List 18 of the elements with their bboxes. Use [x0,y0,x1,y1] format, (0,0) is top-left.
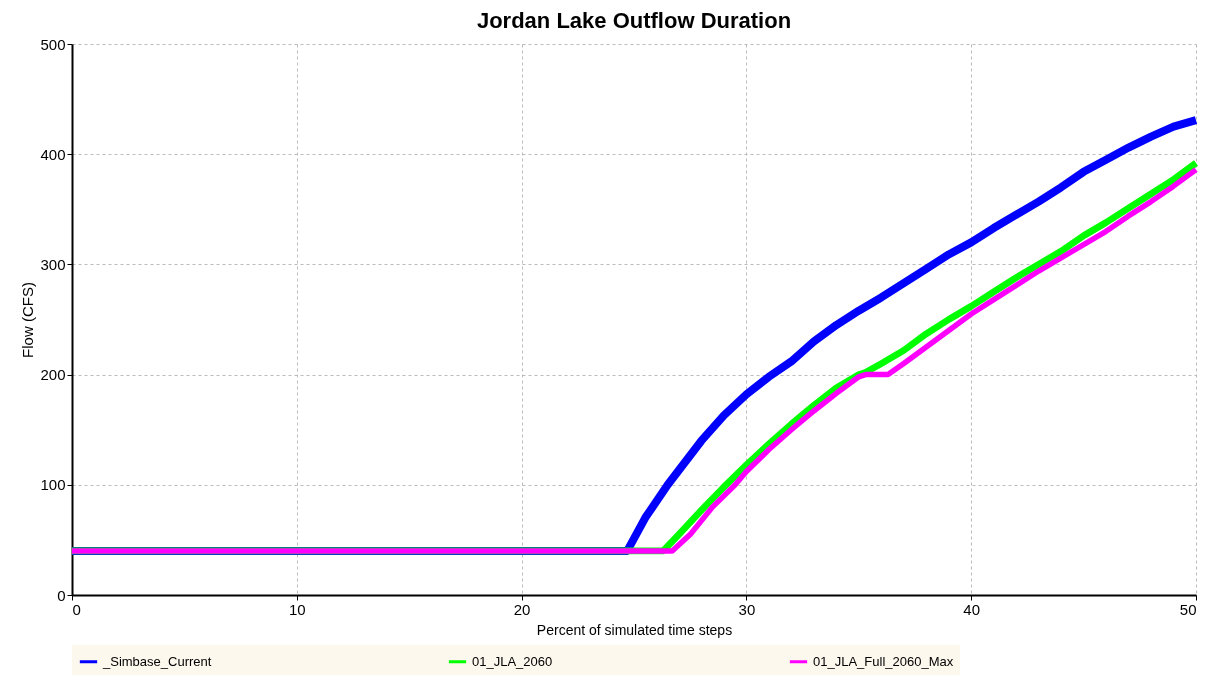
y-tick-label: 300 [40,255,66,273]
x-axis-title: Percent of simulated time steps [536,621,733,638]
x-tick-label: 30 [738,600,756,618]
y-axis-title: Flow (CFS) [19,282,37,358]
x-tick-label: 20 [513,600,531,618]
y-tick-label: 100 [40,476,66,494]
x-tick-label: 50 [1179,600,1197,618]
legend-label: 01_JLA_2060 [472,653,553,669]
legend-label: _Simbase_Current [102,653,212,669]
x-tick-label: 40 [963,600,981,618]
y-tick-label: 400 [40,145,66,163]
chart-title: Jordan Lake Outflow Duration [476,8,792,33]
x-tick-label: 10 [288,600,306,618]
y-tick-label: 200 [40,366,66,384]
legend-label: 01_JLA_Full_2060_Max [813,653,954,669]
y-tick-label: 0 [57,586,66,604]
y-tick-label: 500 [40,35,66,53]
x-tick-label: 0 [72,600,81,618]
